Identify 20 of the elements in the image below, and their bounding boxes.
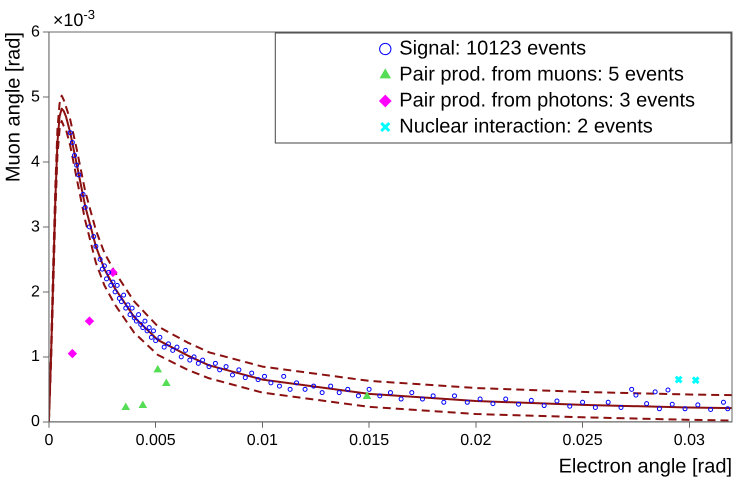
legend-label: Pair prod. from photons: 3 events (399, 90, 696, 112)
y-axis-title: Muon angle [rad] (2, 32, 25, 182)
x-axis-title: Electron angle [rad] (558, 456, 732, 478)
y-tick-label: 6 (30, 23, 40, 40)
y-tick-label: 3 (30, 218, 40, 236)
y-tick-label: 0 (30, 413, 40, 430)
x-tick-label: 0.025 (562, 432, 603, 449)
y-tick-label: 5 (30, 88, 40, 106)
x-tick-label: 0.02 (460, 432, 492, 449)
legend-label: Pair prod. from muons: 5 events (399, 64, 684, 86)
y-tick-label: 2 (30, 283, 40, 300)
x-tick-label: 0.01 (246, 432, 278, 449)
legend-label: Signal: 10123 events (399, 38, 586, 60)
y-tick-label: 4 (30, 153, 40, 170)
legend-label: Nuclear interaction: 2 events (399, 116, 653, 138)
y-tick-label: 1 (30, 348, 40, 366)
x-tick-label: 0.015 (349, 432, 390, 449)
x-tick-label: 0 (44, 432, 54, 449)
x-tick-label: 0.005 (136, 432, 176, 449)
x-tick-label: 0.03 (674, 432, 705, 449)
